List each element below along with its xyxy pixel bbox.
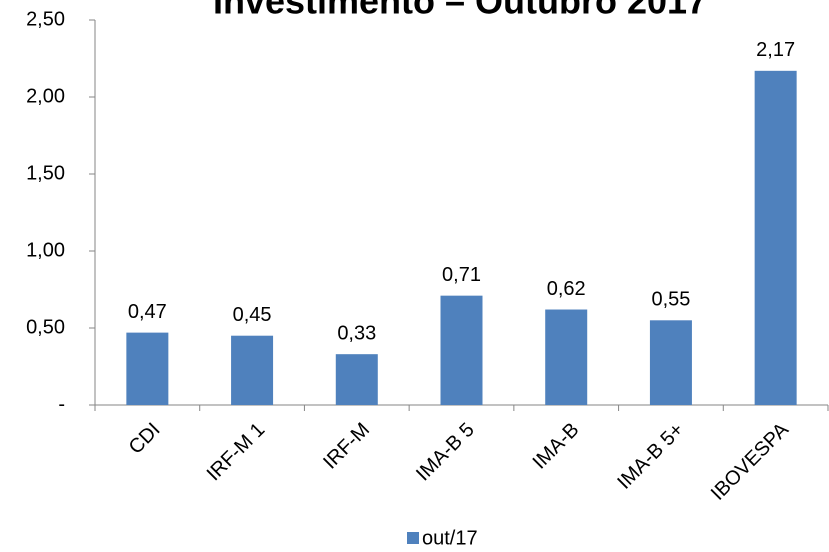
y-tick-label: 1,00 — [26, 239, 65, 261]
legend-label: out/17 — [422, 527, 478, 549]
x-tick-label: IMA-B 5+ — [613, 419, 688, 494]
bar — [440, 295, 483, 405]
x-tick-label: IMA-B 5 — [412, 419, 479, 486]
y-tick-label: 2,00 — [26, 85, 65, 107]
bar — [231, 335, 274, 405]
data-label: 0,33 — [337, 322, 376, 344]
bar — [126, 332, 169, 405]
data-label: 2,17 — [756, 39, 795, 61]
y-tick-label: - — [58, 393, 65, 415]
data-label: 0,47 — [128, 301, 167, 323]
data-label: 0,45 — [233, 304, 272, 326]
chart-title: Investimento – Outubro 2017 — [213, 0, 707, 22]
x-tick-label: IMA-B — [529, 419, 584, 474]
x-tick-label: IRF-M 1 — [203, 419, 270, 486]
y-tick-label: 0,50 — [26, 316, 65, 338]
y-tick-label: 1,50 — [26, 162, 65, 184]
data-label: 0,55 — [651, 289, 690, 311]
x-tick-label: CDI — [125, 419, 165, 459]
data-label: 0,62 — [547, 278, 586, 300]
bar — [545, 309, 588, 405]
bar — [754, 70, 797, 405]
y-tick-label: 2,50 — [26, 8, 65, 30]
bar — [335, 354, 378, 405]
legend-swatch — [407, 532, 419, 544]
x-tick-label: IBOVESPA — [707, 418, 793, 504]
data-label: 0,71 — [442, 264, 481, 286]
bar — [649, 320, 692, 405]
x-tick-label: IRF-M — [319, 419, 374, 474]
